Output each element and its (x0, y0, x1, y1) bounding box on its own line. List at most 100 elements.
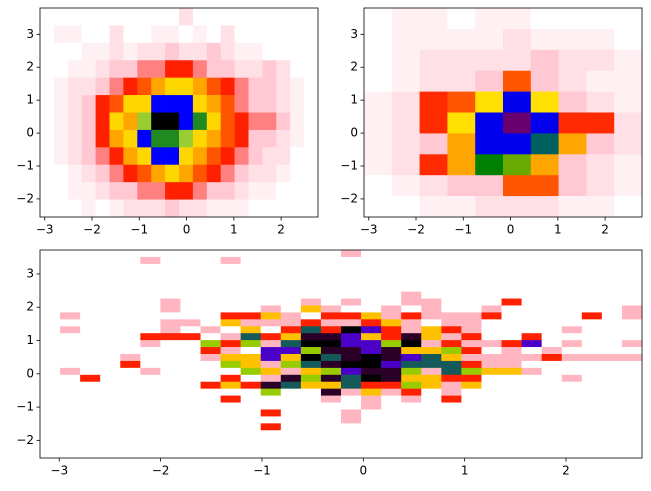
heatmap-cell (206, 129, 221, 148)
heatmap-cell (447, 196, 476, 218)
heatmap-cell (53, 77, 69, 96)
heatmap-cell (521, 284, 542, 292)
heatmap-cell (120, 444, 141, 452)
heatmap-cell (341, 263, 362, 272)
heatmap-cell (421, 312, 442, 320)
heatmap-cell (160, 291, 181, 299)
heatmap-cell (220, 319, 241, 327)
heatmap-cell (290, 8, 305, 26)
heatmap-cell (260, 277, 282, 285)
heatmap-cell (200, 444, 221, 452)
heatmap-cell (260, 430, 282, 438)
heatmap-cell (100, 360, 121, 369)
heatmap-cell (200, 367, 221, 376)
heatmap-cell (95, 60, 110, 78)
heatmap-cell (581, 402, 603, 410)
heatmap-cell (419, 70, 448, 92)
heatmap-cell (179, 60, 194, 78)
heatmap-cell (300, 451, 322, 459)
heatmap-cell (441, 270, 462, 279)
heatmap-cell (260, 284, 282, 292)
heatmap-cell (109, 8, 124, 26)
heatmap-cell (140, 423, 161, 431)
heatmap-cell (341, 250, 362, 258)
heatmap-cell (300, 250, 322, 258)
y-tick-label: 0 (350, 126, 358, 140)
heatmap-cell (60, 298, 81, 306)
heatmap-cell (421, 263, 442, 272)
heatmap-cell (180, 326, 201, 334)
heatmap-cell (320, 263, 342, 272)
heatmap-cell (151, 147, 166, 166)
heatmap-cell (381, 298, 402, 306)
heatmap-cell (40, 199, 55, 218)
heatmap-cell (80, 367, 101, 376)
heatmap-cell (220, 250, 241, 258)
x-tick-label: −1 (253, 464, 271, 478)
heatmap-cell (206, 25, 221, 44)
heatmap-cell (501, 374, 522, 383)
heatmap-cell (40, 416, 61, 424)
heatmap-cell (260, 402, 282, 410)
heatmap-cell (100, 354, 121, 362)
heatmap-cell (621, 305, 643, 313)
heatmap-cell (140, 263, 161, 272)
heatmap-cell (441, 374, 462, 383)
heatmap-cell (364, 28, 393, 51)
heatmap-cell (160, 444, 181, 452)
heatmap-cell (137, 42, 152, 61)
heatmap-cell (501, 409, 522, 417)
heatmap-cell (401, 333, 422, 341)
heatmap-cell (521, 451, 542, 459)
heatmap-cell (100, 374, 121, 383)
heatmap-cell (481, 395, 502, 403)
heatmap-cell (401, 326, 422, 334)
heatmap-cell (586, 196, 615, 218)
heatmap-cell (40, 423, 61, 431)
heatmap-cell (419, 175, 448, 197)
heatmap-cell (621, 270, 643, 279)
heatmap-cell (179, 8, 194, 26)
heatmap-cell (67, 60, 82, 78)
heatmap-cell (80, 319, 101, 327)
heatmap-cell (621, 381, 643, 389)
heatmap-cell (53, 60, 69, 78)
heatmap-cell (40, 250, 61, 258)
heatmap-cell (441, 340, 462, 348)
heatmap-cell (558, 196, 587, 218)
heatmap-cell (501, 402, 522, 410)
heatmap-cell (304, 199, 319, 218)
heatmap-cell (521, 256, 542, 265)
heatmap-cell (40, 333, 61, 341)
heatmap-cell (621, 444, 643, 452)
heatmap-cell (180, 360, 201, 369)
y-tick-label: 2 (26, 300, 34, 314)
heatmap-cell (100, 284, 121, 292)
heatmap-cell (530, 28, 559, 51)
heatmap-cell (40, 312, 61, 320)
heatmap-cell (240, 305, 262, 313)
heatmap-cell (421, 354, 442, 362)
heatmap-cell (206, 60, 221, 78)
heatmap-cell (461, 437, 482, 445)
heatmap-cell (260, 423, 282, 431)
heatmap-cell (220, 182, 235, 200)
heatmap-cell (100, 270, 121, 279)
heatmap-cell (95, 42, 110, 61)
heatmap-cell (501, 444, 522, 452)
heatmap-cell (614, 91, 643, 113)
heatmap-cell (361, 451, 382, 459)
heatmap-cell (401, 416, 422, 424)
heatmap-cell (240, 347, 262, 355)
heatmap-cell (200, 256, 221, 265)
heatmap-cell (40, 381, 61, 389)
heatmap-cell (601, 430, 623, 438)
heatmap-cell (320, 388, 342, 396)
heatmap-cell (601, 277, 623, 285)
heatmap-cell (421, 340, 442, 348)
heatmap-cell (137, 25, 152, 44)
heatmap-cell (200, 305, 221, 313)
heatmap-cell (364, 91, 393, 113)
heatmap-cell (304, 182, 319, 200)
heatmap-cell (381, 256, 402, 265)
